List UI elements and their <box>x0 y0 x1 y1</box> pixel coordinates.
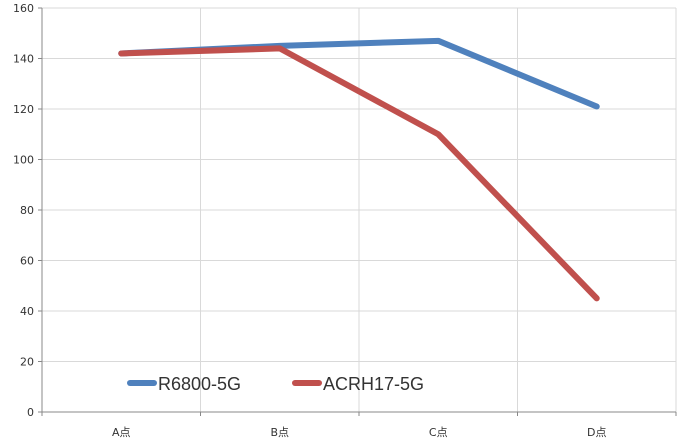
axes <box>38 7 677 416</box>
series-lines <box>118 37 600 302</box>
x-tick-label: B点 <box>270 426 289 439</box>
y-tick-label: 20 <box>20 356 34 369</box>
x-tick-labels: A点 B点 C点 D点 <box>112 426 607 439</box>
y-tick-label: 80 <box>20 204 34 217</box>
y-tick-label: 40 <box>20 305 34 318</box>
series-line-1 <box>118 45 600 302</box>
y-tick-label: 160 <box>13 2 34 15</box>
x-tick-label: D点 <box>587 426 606 439</box>
y-tick-label: 100 <box>13 154 34 167</box>
legend-label: ACRH17-5G <box>323 374 424 394</box>
y-tick-label: 120 <box>13 103 34 116</box>
gridlines <box>42 7 677 412</box>
y-tick-labels: 0 20 40 60 80 100 120 140 160 <box>13 2 34 419</box>
x-tick-label: C点 <box>429 426 448 439</box>
y-tick-label: 60 <box>20 255 34 268</box>
legend: R6800-5G ACRH17-5G <box>127 374 424 394</box>
y-tick-label: 140 <box>13 53 34 66</box>
y-tick-label: 0 <box>27 406 34 419</box>
x-tick-label: A点 <box>112 426 131 439</box>
legend-label: R6800-5G <box>158 374 241 394</box>
